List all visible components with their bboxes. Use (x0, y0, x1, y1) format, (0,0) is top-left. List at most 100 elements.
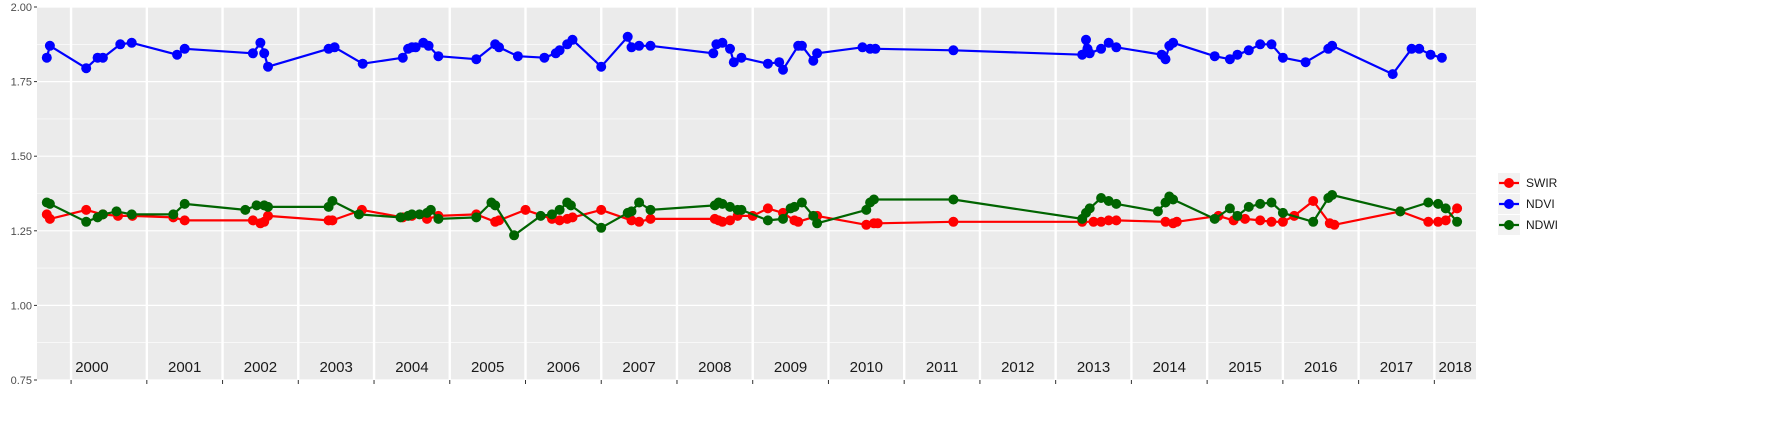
year-label: 2010 (850, 359, 883, 376)
data-point-ndvi (126, 37, 137, 48)
data-point-ndwi (1266, 197, 1277, 208)
y-tick-label: 0.75 (11, 375, 32, 387)
axis-layer: 0.75 1.00 1.25 1.50 1.75 2.00 2000 2001 2002 2003… (11, 2, 1472, 387)
data-point-ndvi (1277, 52, 1288, 63)
data-point-ndvi (539, 52, 550, 63)
data-point-ndvi (1224, 54, 1235, 65)
data-point-ndwi (535, 210, 546, 221)
data-point-ndwi (554, 204, 565, 215)
data-point-ndwi (1096, 193, 1107, 203)
data-point-ndvi (774, 57, 785, 68)
legend: SWIR NDVI NDWI (1498, 173, 1558, 235)
data-point-ndvi (596, 61, 607, 72)
data-point-swir (1103, 215, 1114, 226)
data-point-ndvi (1081, 34, 1091, 45)
data-point-ndvi (115, 39, 126, 50)
data-point-ndvi (622, 31, 633, 42)
year-label: 2014 (1153, 359, 1186, 376)
data-point-swir (596, 204, 607, 215)
series-layer (41, 31, 1463, 241)
data-point-ndwi (1168, 194, 1179, 205)
data-point-ndwi (509, 230, 520, 241)
data-point-ndvi (512, 51, 523, 62)
data-point-ndvi (728, 57, 739, 68)
data-point-swir (44, 213, 55, 224)
data-point-ndvi (1436, 52, 1447, 63)
data-point-swir (872, 218, 883, 229)
data-point-ndvi (263, 61, 273, 72)
data-point-swir (1308, 196, 1319, 206)
data-point-swir (1423, 216, 1434, 227)
data-point-ndvi (44, 40, 55, 51)
series-ndwi (41, 190, 1463, 241)
data-point-ndwi (1152, 206, 1163, 217)
data-point-swir (948, 216, 959, 227)
year-label: 2002 (244, 359, 277, 376)
legend-label: NDWI (1526, 218, 1558, 232)
data-point-ndvi (857, 42, 868, 53)
data-point-ndwi (789, 201, 800, 212)
data-point-ndvi (247, 48, 258, 59)
data-point-swir (793, 216, 804, 227)
data-point-ndwi (251, 200, 262, 211)
year-label: 2017 (1380, 359, 1413, 376)
data-point-ndwi (1277, 207, 1288, 218)
data-point-ndvi (1387, 69, 1398, 80)
data-point-swir (1266, 216, 1277, 227)
data-point-ndvi (645, 40, 656, 51)
data-point-ndvi (1255, 39, 1266, 50)
data-point-swir (1440, 215, 1451, 226)
data-point-ndwi (1209, 213, 1220, 224)
data-point-ndvi (778, 64, 788, 75)
year-label: 2004 (395, 359, 428, 376)
data-point-ndvi (1425, 49, 1436, 60)
data-point-ndwi (645, 204, 656, 215)
data-point-swir (1240, 213, 1250, 224)
data-point-swir (567, 212, 578, 223)
data-point-ndwi (1232, 210, 1243, 221)
year-label: 2018 (1438, 359, 1471, 376)
data-point-ndvi (796, 40, 807, 51)
y-tick-label: 1.75 (11, 77, 32, 89)
data-point-swir (81, 204, 92, 215)
data-point-ndvi (179, 43, 190, 54)
data-point-ndwi (395, 212, 406, 223)
data-point-ndwi (44, 198, 55, 209)
data-point-ndwi (1308, 216, 1319, 227)
data-point-ndwi (1111, 198, 1122, 209)
data-point-ndvi (554, 45, 565, 56)
data-point-ndwi (1452, 216, 1463, 227)
data-point-ndwi (1243, 201, 1254, 212)
data-point-swir (634, 216, 645, 227)
data-point-ndvi (81, 63, 92, 74)
data-point-ndwi (81, 216, 92, 227)
data-point-ndwi (97, 209, 108, 220)
year-label: 2001 (168, 359, 201, 376)
data-point-ndvi (397, 52, 408, 63)
data-point-ndwi (263, 201, 273, 212)
data-point-ndwi (111, 206, 122, 217)
year-label: 2015 (1228, 359, 1261, 376)
data-point-swir (626, 215, 637, 226)
y-tick-label: 2.00 (11, 2, 32, 14)
data-point-ndvi (808, 55, 819, 66)
data-point-ndvi (1266, 39, 1277, 50)
legend-key-marker (1504, 220, 1514, 230)
y-tick-label: 1.25 (11, 226, 32, 238)
data-point-ndwi (126, 209, 137, 220)
year-label: 2005 (471, 359, 504, 376)
data-point-ndwi (414, 209, 425, 220)
data-point-swir (179, 215, 190, 226)
data-point-ndvi (357, 58, 368, 69)
data-point-ndwi (812, 218, 823, 229)
year-label: 2003 (319, 359, 352, 376)
data-point-ndvi (717, 37, 728, 48)
data-point-ndvi (1243, 45, 1254, 56)
data-point-ndvi (471, 54, 482, 65)
data-point-ndwi (626, 206, 637, 217)
data-point-ndwi (1433, 198, 1444, 209)
y-tick-label: 1.00 (11, 300, 32, 312)
data-point-ndwi (565, 200, 576, 211)
data-point-ndvi (725, 43, 735, 54)
data-point-swir (725, 215, 735, 226)
